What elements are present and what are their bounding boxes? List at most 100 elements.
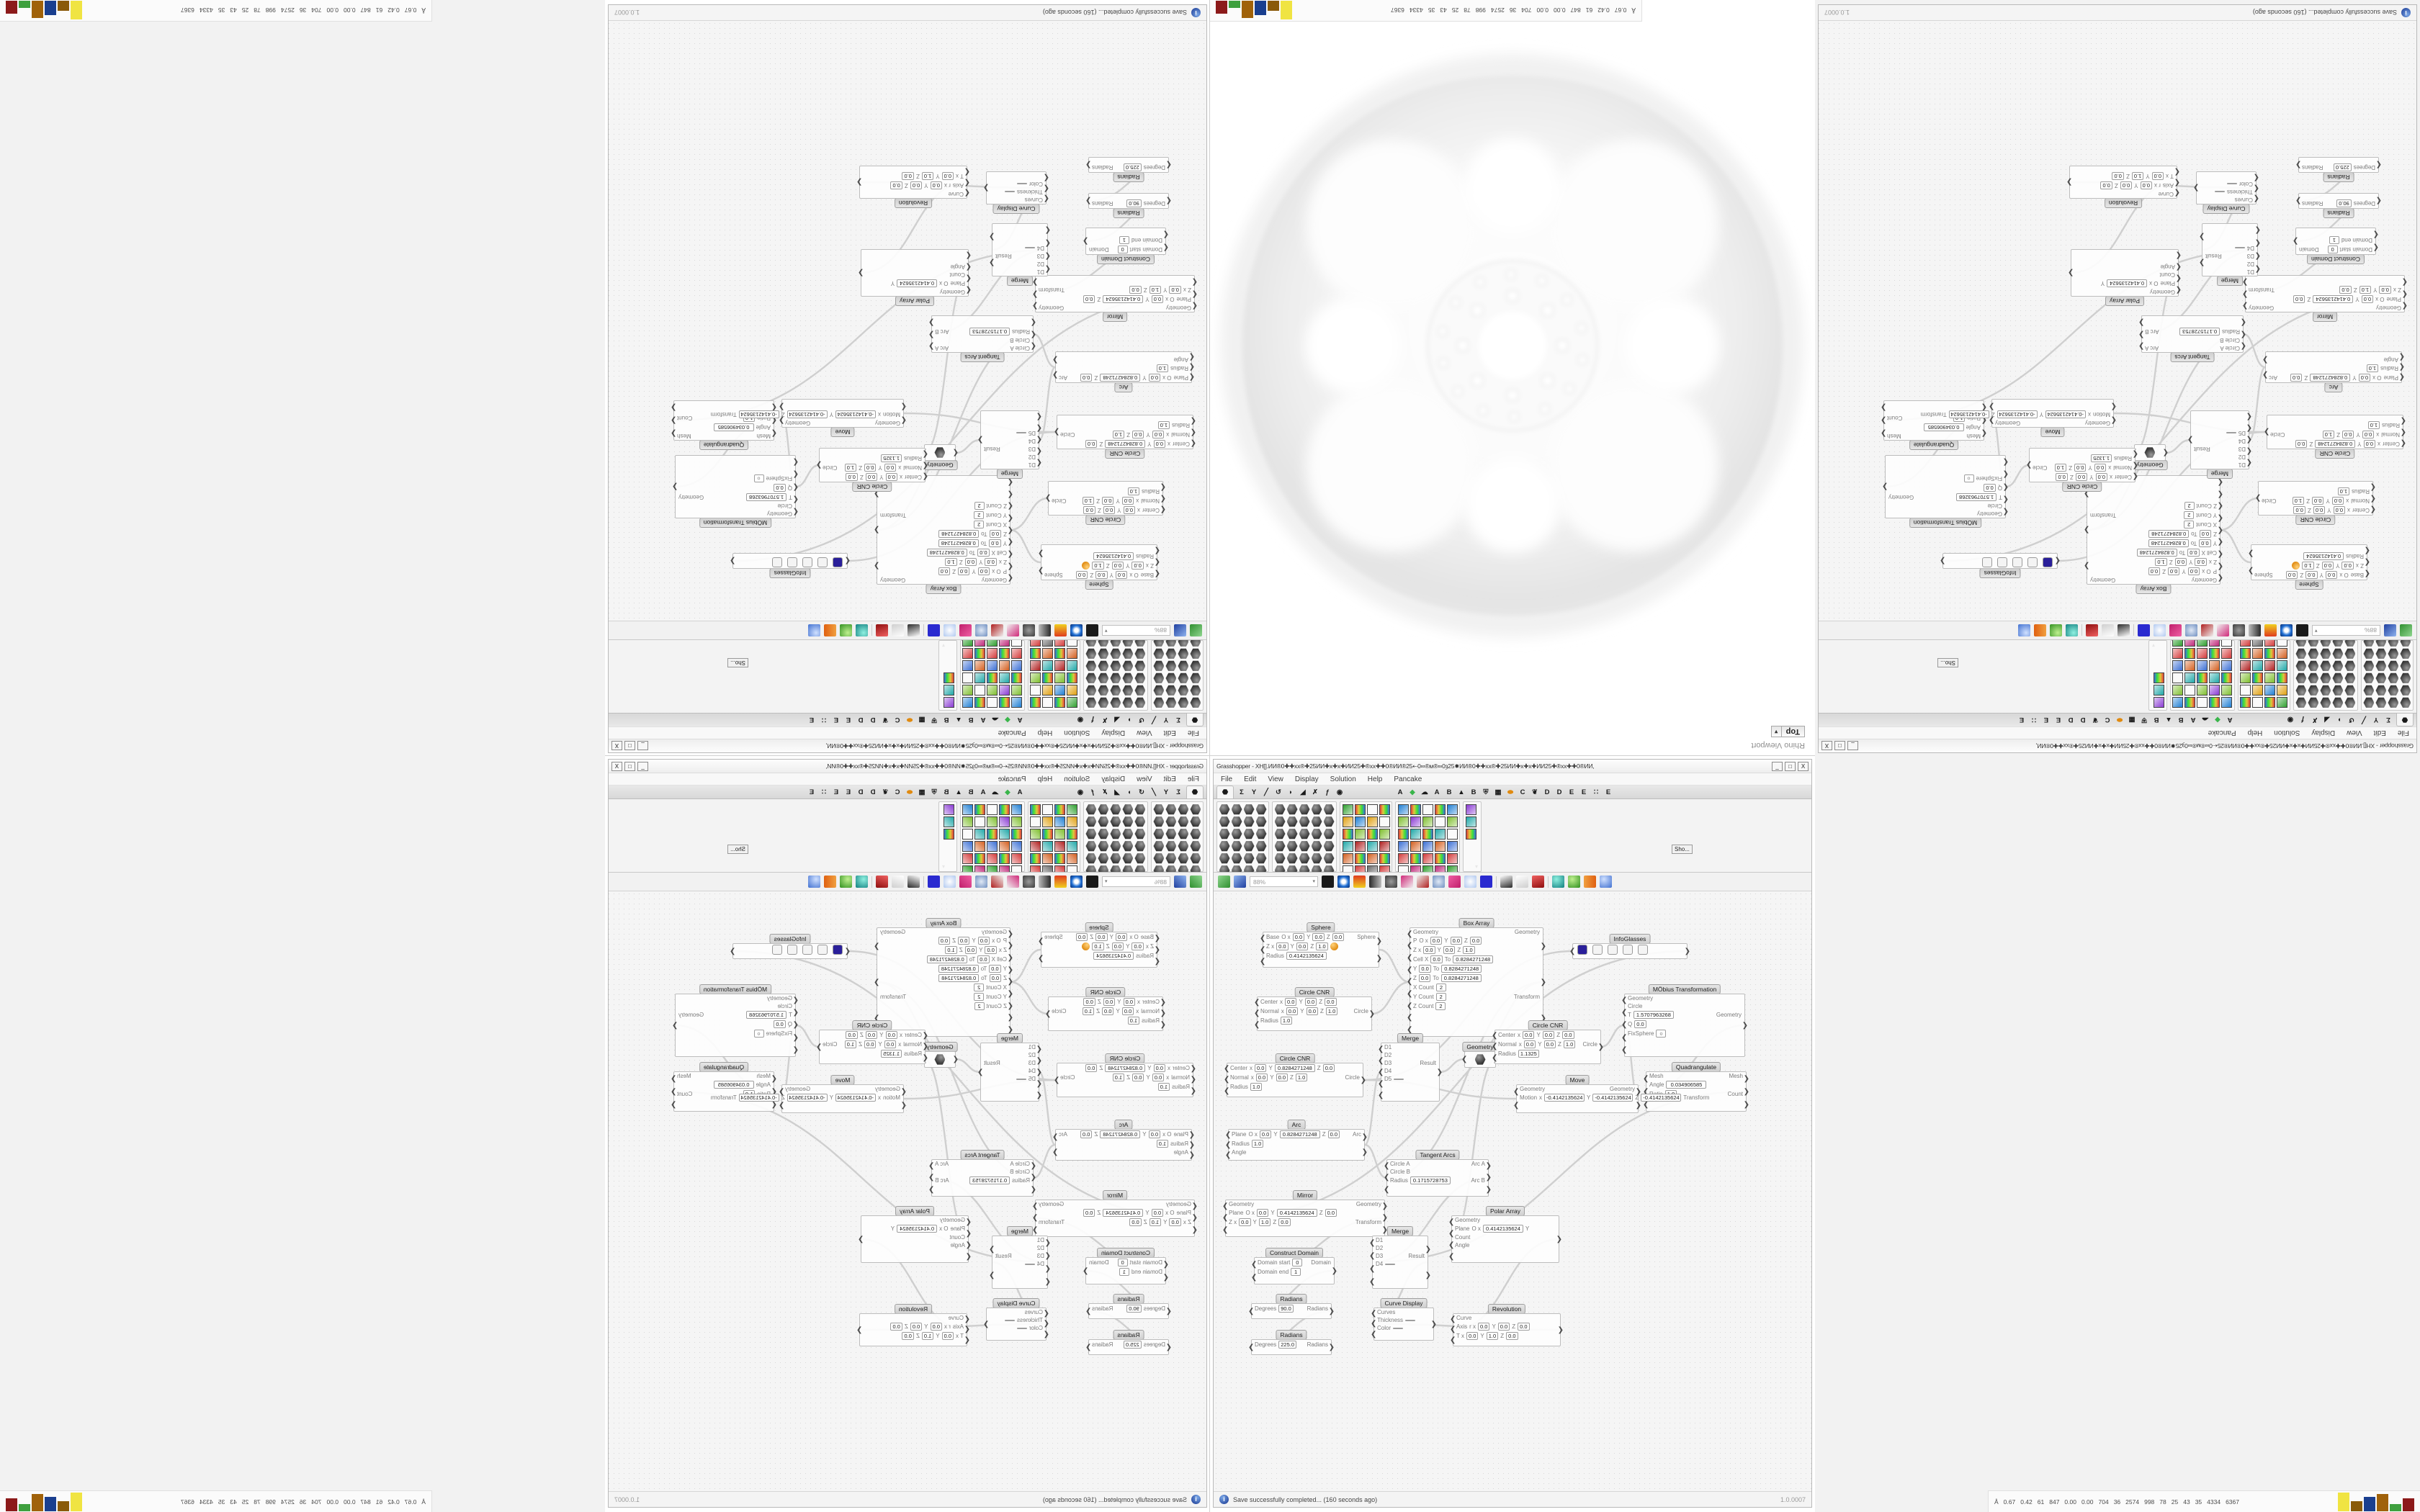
component-button[interactable]	[962, 852, 974, 864]
ribbon-e2-tab[interactable]: E	[832, 716, 841, 725]
row-value[interactable]: 0.0	[2187, 549, 2200, 557]
row-value[interactable]	[1016, 432, 1026, 434]
wire-display-icon[interactable]	[1480, 876, 1492, 888]
component-button[interactable]	[1067, 660, 1078, 672]
port-input[interactable]: ❮	[1007, 954, 1013, 963]
component-button[interactable]	[1354, 840, 1366, 852]
component-body[interactable]: Circle A Arc A Circle B Radius 0.1715728753 A…	[2138, 315, 2246, 353]
component-button[interactable]	[1011, 840, 1023, 852]
component-button[interactable]	[1422, 828, 1433, 840]
row-value[interactable]: 1.0	[2322, 431, 2335, 438]
gh-component[interactable]: MÖbius Transformation Geometry Circle T 1.57…	[1621, 984, 1748, 1057]
grasshopper-window[interactable]: Grasshopper - XH[].ИИ®0✚✚xx®✚25ИИ✚x✚x✚ИИ…	[608, 759, 1207, 1508]
output-ports[interactable]: ❯ ❯ ❯	[2084, 476, 2089, 584]
component-title[interactable]: MÖbius Transformation	[699, 518, 772, 528]
component-button[interactable]	[1354, 852, 1366, 864]
ribbon-panel-label[interactable]	[939, 863, 956, 871]
row-value[interactable]: ○	[1963, 474, 1974, 482]
row-value[interactable]: 0.0	[1129, 1218, 1142, 1226]
component-title[interactable]: Merge	[1006, 276, 1034, 286]
port-input[interactable]: ❮	[2174, 189, 2180, 197]
component-button[interactable]	[1342, 828, 1353, 840]
ribbon-sets-tab[interactable]: Y	[1162, 716, 1170, 725]
input-ports[interactable]: ❮ ❮ ❮	[1192, 276, 1198, 312]
component-button[interactable]	[1190, 648, 1201, 660]
port-output[interactable]: ❯	[2187, 436, 2194, 444]
component-button[interactable]	[1342, 816, 1353, 827]
output-ports[interactable]: ❯	[1882, 456, 1888, 518]
minimize-button[interactable]: _	[1772, 761, 1783, 771]
component-button[interactable]	[962, 639, 974, 647]
port-input[interactable]: ❮	[1188, 1151, 1195, 1159]
port-output[interactable]: ❯	[1881, 416, 1887, 425]
row-value[interactable]: 0.4142135624	[2303, 552, 2344, 560]
component-button[interactable]	[2154, 672, 2165, 684]
component-button[interactable]	[1067, 865, 1078, 873]
port-output[interactable]: ❯	[1052, 1133, 1059, 1141]
input-ports[interactable]: ❮ ❮ ❮	[1192, 1200, 1198, 1236]
port-output[interactable]: ❯	[2255, 494, 2262, 503]
component-button[interactable]	[1153, 685, 1165, 696]
output-ports[interactable]: ❯	[983, 172, 989, 204]
component-button[interactable]	[999, 840, 1010, 852]
infoglasses-toggle-0[interactable]	[1577, 945, 1587, 955]
component-body[interactable]: Geometry Plane O x 0.4142135624 Y Count Angle ❮…	[858, 249, 972, 297]
component-body[interactable]: ❮❯	[1940, 553, 2061, 569]
component-button[interactable]	[987, 828, 998, 840]
row-value[interactable]: 0.0	[1121, 497, 1134, 505]
component-button[interactable]	[1098, 672, 1109, 684]
document-props-icon[interactable]	[991, 624, 1003, 636]
component-button[interactable]	[1122, 840, 1134, 852]
component-button[interactable]	[2197, 639, 2208, 647]
zoom-level-input[interactable]: 88% ▾	[1102, 876, 1170, 887]
output-ports[interactable]: ❯	[1556, 1216, 1562, 1262]
row-value[interactable]: 0.0	[1523, 1031, 1535, 1039]
gh-component[interactable]: Circle CNR Center x 0.0 Y 0.0 Z 0.0 Normal x 0.0 Y 0…	[816, 448, 928, 492]
port-input[interactable]: ❮	[965, 274, 972, 283]
port-input[interactable]: ❮	[1621, 1045, 1628, 1054]
output-ports[interactable]: ❯	[2295, 158, 2301, 172]
component-button[interactable]	[2320, 660, 2331, 672]
row-value[interactable]: 2	[1435, 1002, 1446, 1010]
ribbon-brain-tab[interactable]: ☁	[1420, 788, 1429, 797]
component-button[interactable]	[2363, 660, 2375, 672]
port-input[interactable]: ❮	[1371, 1320, 1377, 1328]
new-file-icon[interactable]	[1218, 876, 1230, 888]
component-button[interactable]	[1153, 648, 1165, 660]
port-input[interactable]: ❮	[2254, 265, 2261, 274]
component-button[interactable]	[1030, 816, 1041, 827]
close-button[interactable]: X	[611, 741, 622, 751]
output-ports[interactable]: ❯ ❯	[1038, 545, 1044, 580]
row-value[interactable]: 0.0	[1259, 1130, 1272, 1138]
port-input[interactable]: ❮	[1371, 1331, 1377, 1339]
port-input[interactable]: ❮	[844, 947, 851, 955]
component-button[interactable]	[1219, 804, 1230, 815]
ribbon-surface-tab[interactable]: ◗	[1286, 788, 1295, 797]
component-button[interactable]	[1011, 648, 1023, 660]
port-input[interactable]: ❮	[1191, 302, 1198, 310]
port-output[interactable]: ❯	[2295, 197, 2302, 205]
component-button[interactable]	[999, 672, 1010, 684]
component-button[interactable]	[2344, 672, 2356, 684]
output-ports[interactable]: ❯ ❯	[1425, 1236, 1431, 1288]
component-button[interactable]	[974, 828, 986, 840]
input-ports[interactable]: ❮ ❮ ❮	[2174, 166, 2180, 198]
port-input[interactable]: ❮	[1371, 1309, 1377, 1318]
port-output[interactable]: ❯	[928, 318, 935, 326]
component-button[interactable]	[2308, 685, 2319, 696]
component-button[interactable]	[1274, 804, 1286, 815]
component-button[interactable]	[1178, 639, 1189, 647]
output-ports[interactable]: ❯	[977, 411, 983, 469]
gh-component[interactable]: Radians Degrees 225.0 Radians ❮ ❯	[1085, 157, 1172, 182]
component-button[interactable]	[1122, 828, 1134, 840]
gh-component[interactable]: Merge D1 D2 D3 Result D4 ❮ ❮ ❮ ❮ ❯ ❯	[1369, 1226, 1431, 1289]
component-button[interactable]	[1122, 865, 1134, 873]
component-button[interactable]	[1067, 648, 1078, 660]
infoglasses-toggle-1[interactable]	[2027, 557, 2038, 567]
component-button[interactable]	[2252, 639, 2264, 647]
row-value[interactable]: 0.0	[1103, 506, 1116, 514]
port-input[interactable]: ❮	[1036, 413, 1042, 421]
component-button[interactable]	[962, 828, 974, 840]
ribbon-mountain-tab[interactable]: ▲	[1457, 788, 1466, 797]
port-output[interactable]: ❯	[2068, 269, 2074, 277]
